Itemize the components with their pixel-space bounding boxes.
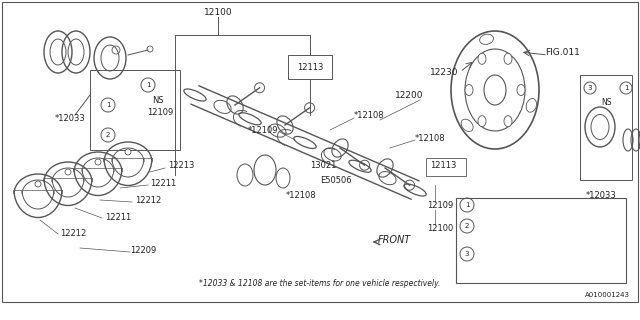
Bar: [580, 75, 632, 180]
Text: <25D>: <25D>: [536, 257, 567, 266]
Bar: [426, 158, 466, 176]
Text: 12211: 12211: [105, 212, 131, 221]
Text: NS: NS: [152, 95, 164, 105]
Ellipse shape: [504, 53, 512, 64]
Circle shape: [65, 169, 71, 175]
Text: A010001243: A010001243: [585, 292, 630, 298]
Ellipse shape: [465, 84, 473, 95]
Ellipse shape: [478, 116, 486, 127]
Text: NS: NS: [601, 98, 611, 107]
Text: F32206: F32206: [481, 201, 513, 210]
Text: *12033: *12033: [586, 190, 617, 199]
Circle shape: [125, 149, 131, 155]
Text: 2: 2: [465, 223, 469, 229]
Text: FRONT: FRONT: [378, 235, 412, 245]
Bar: [90, 70, 180, 150]
Text: 12013: 12013: [481, 214, 508, 223]
Text: 12212: 12212: [60, 228, 86, 237]
Text: 1: 1: [106, 102, 110, 108]
Text: <25D>: <25D>: [536, 228, 567, 237]
Circle shape: [95, 159, 101, 165]
Ellipse shape: [478, 53, 486, 64]
Text: 12209: 12209: [130, 245, 156, 254]
Text: *12033: *12033: [55, 114, 86, 123]
Text: <25#>: <25#>: [536, 243, 568, 252]
Text: 3: 3: [588, 85, 592, 91]
Text: 12212: 12212: [135, 196, 161, 204]
Text: FIG.011: FIG.011: [545, 47, 580, 57]
Text: 12006: 12006: [481, 228, 508, 237]
Text: *12109: *12109: [248, 125, 278, 134]
Text: 12200: 12200: [395, 91, 424, 100]
Bar: [288, 55, 332, 79]
Text: 12018: 12018: [481, 243, 508, 252]
Text: 12230: 12230: [430, 68, 458, 76]
Text: 12211: 12211: [150, 179, 176, 188]
Text: *12033 & 12108 are the set-items for one vehicle respectively.: *12033 & 12108 are the set-items for one…: [199, 279, 441, 289]
Text: 3: 3: [465, 251, 469, 257]
Text: 1: 1: [465, 202, 469, 208]
Circle shape: [35, 181, 41, 187]
Text: *12108: *12108: [415, 133, 445, 142]
Text: 2: 2: [106, 132, 110, 138]
Text: 12109: 12109: [147, 108, 173, 116]
Text: 12100: 12100: [427, 223, 453, 233]
Text: 1: 1: [624, 85, 628, 91]
Text: 12213: 12213: [168, 161, 195, 170]
Ellipse shape: [517, 84, 525, 95]
Ellipse shape: [461, 119, 473, 132]
Text: 1: 1: [146, 82, 150, 88]
Bar: [456, 198, 626, 283]
Text: 12113: 12113: [297, 62, 323, 71]
Text: 12113: 12113: [430, 161, 456, 170]
Text: E50506: E50506: [320, 175, 351, 185]
Text: *12108: *12108: [286, 190, 317, 199]
Ellipse shape: [526, 99, 536, 112]
Text: 12100: 12100: [204, 7, 232, 17]
Ellipse shape: [479, 34, 493, 44]
Text: 13021: 13021: [310, 161, 337, 170]
Text: 12109: 12109: [427, 201, 453, 210]
Text: *12108: *12108: [354, 110, 385, 119]
Ellipse shape: [504, 116, 512, 127]
Text: <25#>: <25#>: [536, 214, 568, 223]
Text: 12006: 12006: [481, 257, 508, 266]
